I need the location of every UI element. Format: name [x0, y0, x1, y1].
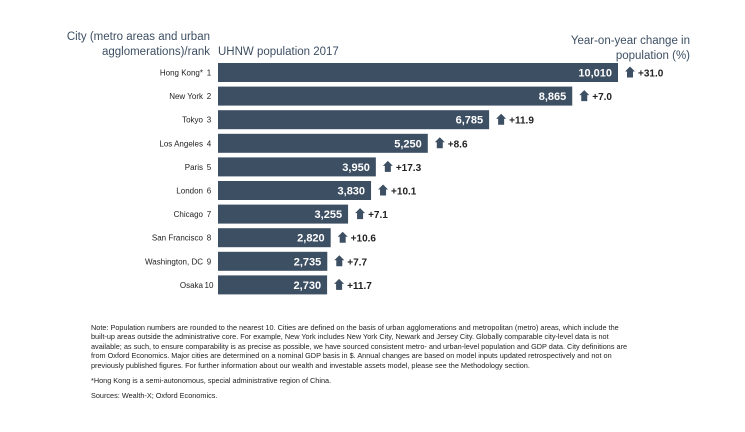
- bar-value-label: 3,950: [342, 162, 370, 174]
- up-arrow-icon: [334, 255, 345, 267]
- change-label: +31.0: [638, 69, 664, 80]
- up-arrow-icon: [337, 231, 348, 243]
- up-arrow-icon: [434, 137, 445, 149]
- bar: [218, 63, 618, 82]
- city-label: Tokyo: [182, 116, 203, 125]
- bar-value-label: 2,735: [294, 256, 322, 268]
- notes-section: Note: Population numbers are rounded to …: [91, 323, 636, 407]
- bar: [218, 228, 331, 248]
- bar: [218, 157, 376, 177]
- up-arrow-icon: [378, 184, 389, 196]
- city-label: Osaka: [180, 281, 204, 290]
- up-arrow-icon: [382, 160, 393, 172]
- bar-value-label: 6,785: [456, 115, 484, 127]
- city-label: San Francisco: [152, 234, 204, 243]
- change-label: +10.1: [391, 187, 417, 198]
- city-label: New York: [169, 92, 204, 101]
- city-label: London: [176, 187, 203, 196]
- city-label: Los Angeles: [159, 139, 203, 148]
- rank-label: 4: [207, 139, 212, 148]
- change-label: +11.9: [509, 116, 534, 127]
- bar: [218, 110, 490, 130]
- up-arrow-icon: [334, 278, 345, 290]
- change-label: +7.0: [592, 92, 612, 103]
- change-label: +17.3: [396, 163, 422, 174]
- city-label: Chicago: [174, 210, 204, 219]
- city-label: Paris: [185, 163, 203, 172]
- bar-value-label: 3,830: [338, 186, 366, 198]
- rank-label: 10: [205, 281, 214, 290]
- change-axis-header: Year-on-year change in population (%): [570, 35, 690, 62]
- change-label: +7.7: [347, 257, 367, 268]
- bar-value-label: 2,730: [294, 280, 322, 292]
- city-label: Washington, DC: [145, 257, 203, 266]
- bar-value-label: 2,820: [297, 233, 325, 245]
- up-arrow-icon: [355, 208, 366, 220]
- bar-value-label: 10,010: [578, 68, 612, 80]
- rank-label: 9: [207, 257, 212, 266]
- sources-note: Sources: Wealth-X; Oxford Economics.: [91, 391, 218, 401]
- bar-value-label: 3,255: [315, 209, 343, 221]
- bar: [218, 86, 573, 106]
- city-label: Hong Kong*: [160, 69, 203, 78]
- bar: [218, 133, 428, 153]
- uhnw-population-bar-chart: Hong Kong* 1 10,010 +31.0 New York 2 8,865 +7.0…: [145, 63, 664, 295]
- methodology-note: Note: Population numbers are rounded to …: [91, 323, 628, 370]
- bar-value-label: 8,865: [539, 91, 567, 103]
- bar-value-label: 5,250: [394, 138, 422, 150]
- up-arrow-icon: [579, 90, 590, 102]
- up-arrow-icon: [496, 113, 507, 125]
- bar: [218, 275, 328, 295]
- bar: [218, 181, 372, 200]
- bar: [218, 204, 349, 224]
- bar: [218, 251, 328, 271]
- rank-label: 8: [207, 234, 212, 243]
- change-label: +10.6: [351, 234, 377, 245]
- rank-label: 7: [207, 210, 212, 219]
- city-axis-header: City (metro areas and urban agglomeratio…: [66, 31, 210, 58]
- rank-label: 6: [207, 187, 212, 196]
- change-label: +8.6: [448, 139, 468, 150]
- change-label: +11.7: [347, 281, 372, 292]
- rank-label: 2: [207, 92, 212, 101]
- change-label: +7.1: [368, 210, 388, 221]
- up-arrow-icon: [625, 66, 635, 78]
- population-axis-header: UHNW population 2017: [218, 46, 339, 58]
- rank-label: 1: [207, 69, 212, 78]
- rank-label: 3: [207, 116, 212, 125]
- rank-label: 5: [207, 163, 212, 172]
- hong-kong-footnote: *Hong Kong is a semi-autonomous, special…: [91, 376, 332, 386]
